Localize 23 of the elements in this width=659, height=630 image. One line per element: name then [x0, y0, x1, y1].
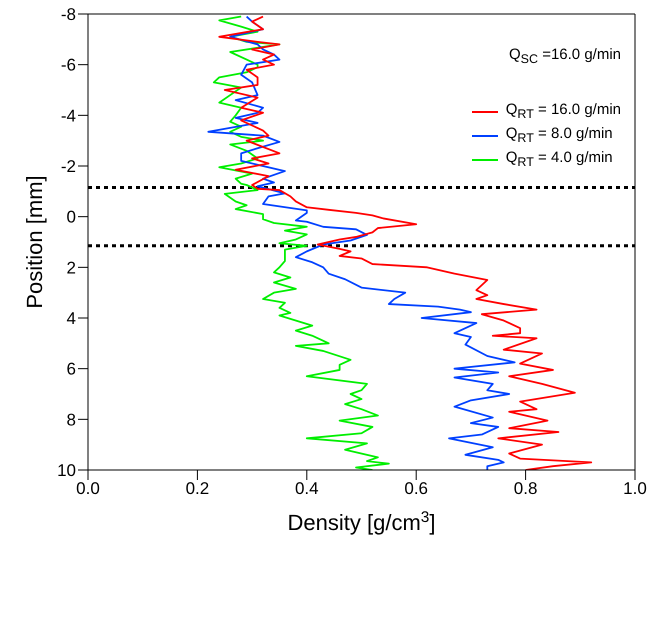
y-tick-label: 6 [66, 360, 76, 379]
x-axis-title: Density [g/cm$^{3}$] [288, 508, 436, 535]
y-tick-label: -4 [60, 106, 76, 126]
x-tick-label: 0.4 [294, 479, 319, 498]
y-tick-label: 0 [66, 208, 76, 227]
legend-label: Q$_{RT}$ = 16.0 g/min [506, 100, 621, 123]
y-tick-label: -8 [60, 5, 76, 24]
y-tick-label: 10 [57, 461, 76, 480]
y-axis-title: Position [mm] [22, 175, 47, 309]
annotation: Q$_{SC}$ =16.0 g/min [508, 46, 621, 66]
x-tick-label: 0.0 [76, 479, 100, 498]
x-tick-label: 0.6 [404, 479, 428, 498]
y-tick-label: -6 [60, 56, 76, 75]
y-tick-label: 8 [66, 410, 76, 430]
legend-label: Q$_{RT}$ = 4.0 g/min [506, 148, 613, 171]
y-tick-label: 2 [66, 258, 76, 278]
line-series [212, 16, 390, 470]
x-tick-label: 0.8 [514, 479, 538, 498]
legend-label: Q$_{RT}$ = 8.0 g/min [506, 124, 613, 147]
y-tick-label: 4 [66, 309, 76, 328]
x-tick-label: 0.2 [186, 479, 210, 498]
y-tick-label: -2 [60, 157, 76, 176]
x-tick-label: 1.0 [623, 479, 647, 498]
